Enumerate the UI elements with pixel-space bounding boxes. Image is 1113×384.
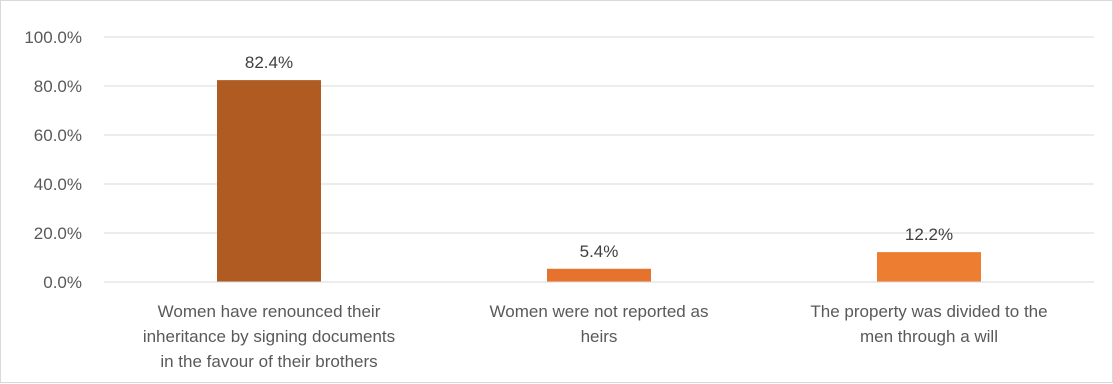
data-label: 12.2% (905, 225, 953, 244)
bar (547, 268, 651, 282)
x-tick-label: men through a will (860, 327, 998, 346)
y-tick-label: 40.0% (34, 175, 82, 194)
y-tick-label: 60.0% (34, 126, 82, 145)
x-tick-label: Women were not reported as (490, 302, 709, 321)
x-tick-label: heirs (581, 327, 618, 346)
x-tick-label: Women have renounced their (158, 302, 381, 321)
y-tick-label: 0.0% (43, 273, 82, 292)
y-tick-label: 20.0% (34, 224, 82, 243)
x-tick-label: The property was divided to the (810, 302, 1047, 321)
y-tick-label: 80.0% (34, 77, 82, 96)
data-label: 82.4% (245, 53, 293, 72)
x-tick-label: inheritance by signing documents (143, 327, 395, 346)
bar (877, 252, 981, 282)
y-tick-label: 100.0% (24, 28, 82, 47)
data-label: 5.4% (580, 242, 619, 261)
bar (217, 80, 321, 283)
x-tick-label: in the favour of their brothers (160, 352, 377, 371)
